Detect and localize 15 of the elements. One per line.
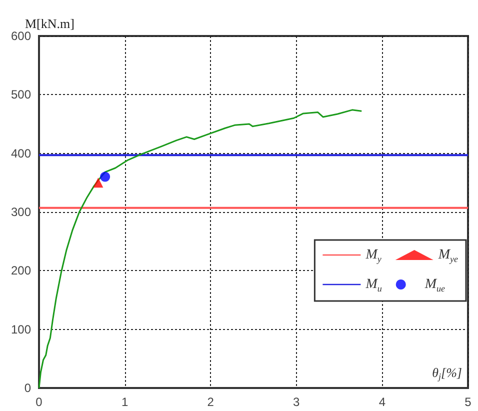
x-tick-label: 2 xyxy=(207,395,214,409)
x-tick-label: 4 xyxy=(378,395,386,409)
x-tick-label: 3 xyxy=(293,395,300,409)
y-tick-label: 200 xyxy=(10,264,32,278)
y-tick-label: 500 xyxy=(10,88,32,102)
y-tick-label: 100 xyxy=(10,322,32,336)
x-tick-label: 1 xyxy=(121,395,128,409)
x-tick-label: 5 xyxy=(464,395,472,409)
y-tick-label: 400 xyxy=(10,146,32,160)
y-tick-label: 300 xyxy=(10,205,32,219)
y-tick-label: 0 xyxy=(24,381,32,395)
line-series xyxy=(38,109,362,389)
y-axis-title: M[kN.m] xyxy=(25,16,74,32)
x-tick-label: 0 xyxy=(36,395,43,409)
y-tick-label: 600 xyxy=(10,29,32,43)
